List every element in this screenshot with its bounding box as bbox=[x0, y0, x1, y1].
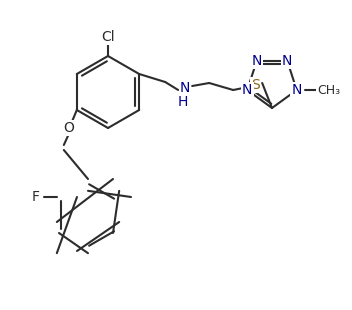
Text: H: H bbox=[178, 95, 188, 109]
Text: N: N bbox=[242, 83, 252, 97]
Text: N: N bbox=[282, 54, 293, 68]
Text: N: N bbox=[180, 81, 190, 95]
Text: CH₃: CH₃ bbox=[317, 83, 340, 96]
Text: N: N bbox=[252, 54, 262, 68]
Text: Cl: Cl bbox=[101, 30, 115, 44]
Text: F: F bbox=[32, 190, 40, 204]
Text: S: S bbox=[251, 78, 259, 92]
Text: O: O bbox=[63, 121, 74, 135]
Text: N: N bbox=[291, 83, 302, 97]
